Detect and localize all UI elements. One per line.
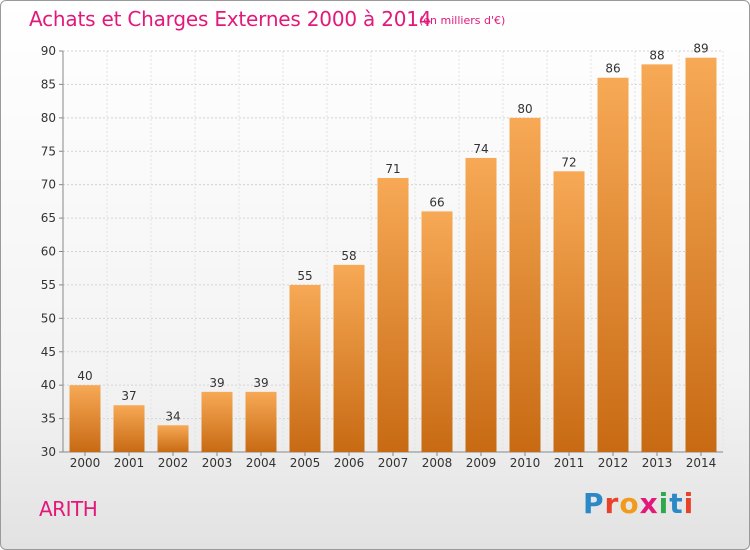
- bar-2007: [377, 177, 409, 452]
- bar-2008: [421, 211, 453, 452]
- bar-2014: [685, 57, 717, 452]
- x-tick-label-2011: 2011: [554, 456, 585, 470]
- x-tick-label-2010: 2010: [510, 456, 541, 470]
- y-tick-label: 50: [41, 311, 56, 325]
- data-label-2014: 89: [693, 42, 708, 56]
- x-tick-label-2000: 2000: [70, 456, 101, 470]
- x-tick-label-2002: 2002: [158, 456, 189, 470]
- bar-2012: [597, 77, 629, 452]
- x-tick-label-2014: 2014: [686, 456, 717, 470]
- x-tick-label-2009: 2009: [466, 456, 497, 470]
- bar-2001: [113, 405, 145, 452]
- y-tick-label: 45: [41, 345, 56, 359]
- data-label-2003: 39: [209, 376, 224, 390]
- y-tick-label: 55: [41, 278, 56, 292]
- x-tick-label-2001: 2001: [114, 456, 145, 470]
- data-label-2013: 88: [649, 48, 664, 62]
- data-label-2005: 55: [297, 269, 312, 283]
- x-tick-label-2003: 2003: [202, 456, 233, 470]
- data-label-2011: 72: [561, 155, 576, 169]
- chart-subtitle: (en milliers d'€): [419, 14, 506, 27]
- x-tick-label-2008: 2008: [422, 456, 453, 470]
- data-label-2007: 71: [385, 162, 400, 176]
- data-label-2006: 58: [341, 249, 356, 263]
- data-label-2004: 39: [253, 376, 268, 390]
- y-tick-label: 35: [41, 412, 56, 426]
- y-tick-label: 90: [41, 44, 56, 58]
- data-label-2009: 74: [473, 142, 488, 156]
- data-label-2001: 37: [121, 389, 136, 403]
- bar-2013: [641, 64, 673, 452]
- x-tick-label-2007: 2007: [378, 456, 409, 470]
- data-label-2000: 40: [77, 369, 92, 383]
- y-tick-label: 60: [41, 245, 56, 259]
- data-label-2008: 66: [429, 195, 444, 209]
- x-tick-label-2004: 2004: [246, 456, 277, 470]
- bar-2002: [157, 425, 189, 452]
- data-label-2010: 80: [517, 102, 532, 116]
- bar-2000: [69, 385, 101, 452]
- bar-2005: [289, 284, 321, 452]
- y-tick-label: 75: [41, 144, 56, 158]
- bar-2004: [245, 391, 277, 452]
- y-tick-label: 80: [41, 111, 56, 125]
- commune-name: ARITH: [39, 497, 98, 521]
- x-tick-label-2012: 2012: [598, 456, 629, 470]
- bar-2010: [509, 117, 541, 452]
- bar-2003: [201, 391, 233, 452]
- bar-2006: [333, 264, 365, 452]
- x-tick-label-2006: 2006: [334, 456, 365, 470]
- y-tick-label: 40: [41, 378, 56, 392]
- y-tick-label: 30: [41, 445, 56, 459]
- data-label-2012: 86: [605, 62, 620, 76]
- labels: 30 35 40 45 50 55 60 65 70 75 80 85 90 40 2000 37 2001 34…: [41, 42, 717, 470]
- grid-lines: [62, 50, 724, 453]
- y-tick-label: 85: [41, 77, 56, 91]
- proxiti-logo[interactable]: Proxiti: [583, 487, 695, 520]
- data-label-2002: 34: [165, 409, 180, 423]
- chart-title: Achats et Charges Externes 2000 à 2014: [29, 7, 432, 31]
- y-tick-label: 70: [41, 178, 56, 192]
- bar-2009: [465, 157, 497, 452]
- bar-2011: [553, 171, 585, 453]
- x-tick-label-2013: 2013: [642, 456, 673, 470]
- x-tick-label-2005: 2005: [290, 456, 321, 470]
- bars: [69, 57, 717, 453]
- y-tick-label: 65: [41, 211, 56, 225]
